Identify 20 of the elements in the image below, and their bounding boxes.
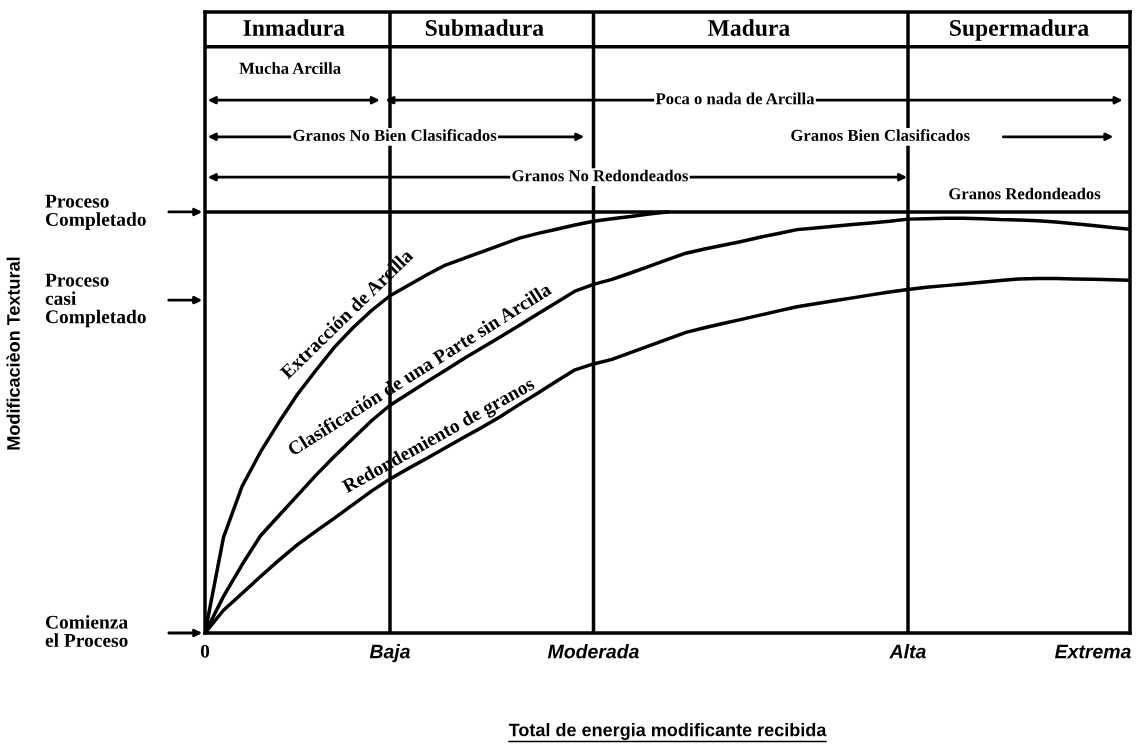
text: Supermadura xyxy=(950,19,1089,41)
text: Comienza el Proceso xyxy=(45,615,128,648)
x-tick-label: 0 xyxy=(200,644,210,658)
x-axis-title: Total de energia modificante recibida xyxy=(508,723,827,740)
text: Madura xyxy=(707,19,790,36)
text: Granos Bien Clasificados xyxy=(791,129,970,141)
text: Granos No Redondeados xyxy=(512,169,689,182)
text: Proceso casi Completado xyxy=(45,273,146,328)
x-tick-label: Moderada xyxy=(547,644,639,659)
text: Granos Redondeados xyxy=(949,187,1101,200)
x-tick-label: Extrema xyxy=(1054,644,1131,659)
text: Modificacièon Textural xyxy=(6,257,20,450)
text: Poca o nada de Arcilla xyxy=(655,92,815,105)
text: Submadura xyxy=(425,19,544,36)
text: Mucha Arcilla xyxy=(239,62,341,74)
x-tick-label: Alta xyxy=(889,644,926,659)
text: Granos No Bien Clasificados xyxy=(293,129,497,141)
x-tick-label: Baja xyxy=(369,644,410,663)
text: Inmadura xyxy=(243,19,345,36)
text: Proceso Completado xyxy=(45,194,146,230)
